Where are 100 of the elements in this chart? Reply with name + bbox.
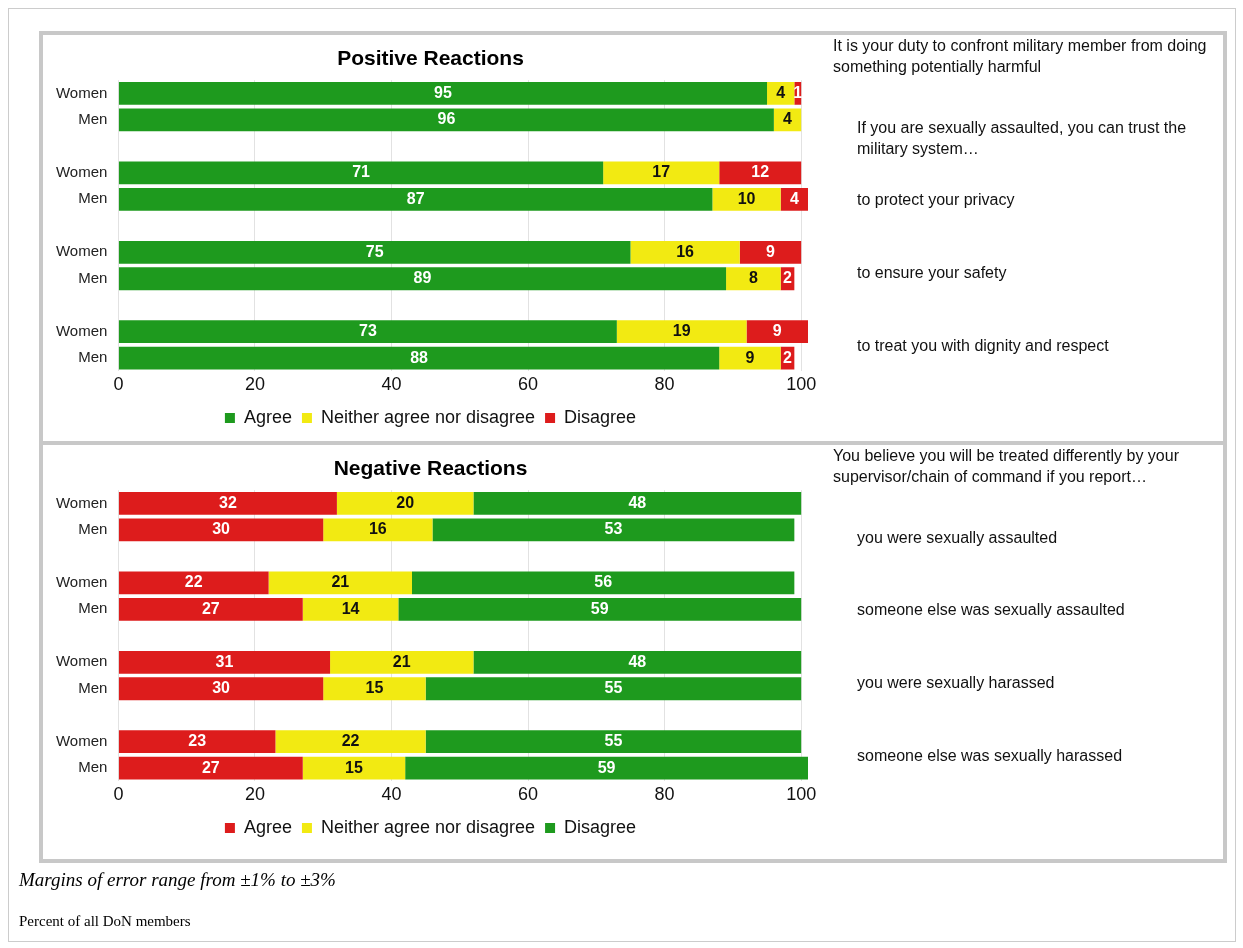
text: It is your duty to confront military member from doing something potentially harmful [833,36,1208,77]
x-tick-label: 20 [244,374,265,395]
data-label: 53 [604,520,623,538]
data-label: 30 [212,520,231,538]
bar [412,571,795,595]
x-tick-label: 100 [786,374,817,395]
legend-label: Neither agree nor disagree [320,816,536,837]
data-label: 16 [676,242,695,260]
bar [118,730,276,754]
bar [118,518,324,542]
data-label: 48 [628,652,647,670]
data-label: 2 [783,269,793,287]
data-label: 15 [345,758,363,776]
y-tick-label: Men [78,189,108,207]
bar [118,677,324,701]
text: to treat you with dignity and respect [856,336,1109,356]
bar [268,571,412,595]
bar [118,597,303,621]
data-label: 22 [184,573,203,591]
data-label: 15 [365,679,384,697]
bar [118,161,604,185]
bar [118,82,768,105]
data-label: 9 [772,322,782,340]
bar [118,756,303,780]
bar [118,571,269,595]
data-label: 96 [437,110,456,128]
y-tick-label: Men [78,758,108,776]
text: to ensure your safety [856,263,1007,284]
text: Margins of error range from ±1% to ±3% [19,869,336,891]
y-tick-label: Women [55,652,108,670]
x-tick-label: 80 [654,374,675,395]
data-label: 21 [392,652,411,670]
data-label: 59 [590,599,609,617]
y-tick-label: Women [55,731,108,749]
data-label: 59 [597,758,616,776]
data-label: 9 [765,242,775,260]
data-label: 9 [745,348,755,366]
legend-label: Agree [243,816,292,837]
x-tick-label: 40 [381,784,402,805]
bar [746,320,808,344]
data-label: 16 [368,520,387,538]
bar [330,650,474,674]
bar [302,756,406,780]
data-label: 19 [672,322,691,340]
legend-label: Agree [243,406,292,427]
y-tick-label: Men [78,268,108,286]
data-label: 89 [413,269,432,287]
data-label: 71 [352,163,371,181]
data-label: 56 [594,573,613,591]
data-label: 10 [737,189,756,207]
x-tick-label: 60 [518,374,539,395]
y-tick-label: Women [55,493,108,511]
x-tick-label: 0 [113,784,124,805]
text: you were sexually harassed [856,673,1055,694]
bar [712,187,781,211]
x-tick-label: 20 [244,784,265,805]
y-tick-label: Men [78,678,108,696]
bar [118,492,337,515]
text: You believe you will be treated differently by your supervisor/chain of command if you report… [833,446,1180,487]
text: someone else was sexually assaulted [856,600,1125,621]
y-tick-label: Men [78,348,108,366]
data-label: 21 [331,573,350,591]
data-label: 32 [219,493,237,511]
bar [302,597,399,621]
data-label: 55 [604,732,623,750]
y-tick-label: Women [55,321,108,339]
bar [405,756,808,780]
x-tick-label: 0 [113,374,124,395]
data-label: 95 [434,83,452,101]
data-label: 27 [201,599,220,617]
bar [118,240,631,264]
legend-label: Disagree [564,816,637,837]
y-tick-label: Women [55,163,108,180]
bar [603,161,720,185]
bar [425,730,802,754]
data-label: 88 [410,348,429,366]
data-label: 30 [212,679,231,697]
bar [323,677,426,701]
x-tick-label: 100 [786,784,817,805]
data-label: 17 [652,163,671,181]
bar [616,320,747,344]
bar [118,187,713,211]
data-label: 14 [341,599,360,617]
y-tick-label: Men [78,110,108,128]
y-tick-label: Women [55,573,108,590]
bar [432,518,795,542]
bar [118,346,720,370]
data-label: 48 [628,493,647,511]
bar [630,240,740,264]
legend-label: Neither agree nor disagree [320,406,536,427]
text: If you are sexually assaulted, you can trust the military system… [856,117,1188,159]
bar [726,267,781,291]
data-label: 31 [215,652,234,670]
y-tick-label: Women [55,242,108,260]
y-tick-label: Women [55,83,108,101]
bar [118,650,331,674]
x-tick-label: 40 [381,374,402,395]
bar [739,240,802,264]
bar [118,320,617,344]
bar [719,346,781,370]
